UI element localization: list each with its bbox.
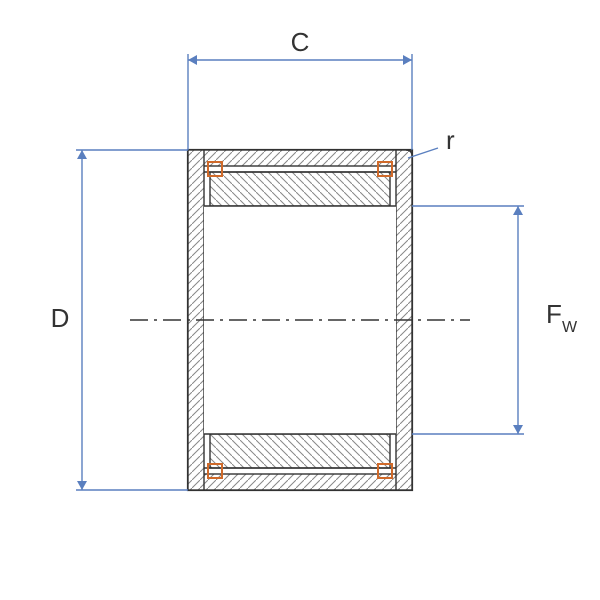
label-Fw: FW (546, 299, 578, 336)
label-C: C (291, 27, 310, 57)
svg-text:F: F (546, 299, 562, 329)
label-D: D (51, 303, 70, 333)
bearing-diagram: CDFWr (0, 0, 600, 600)
label-r: r (446, 125, 455, 155)
svg-text:W: W (562, 319, 578, 336)
